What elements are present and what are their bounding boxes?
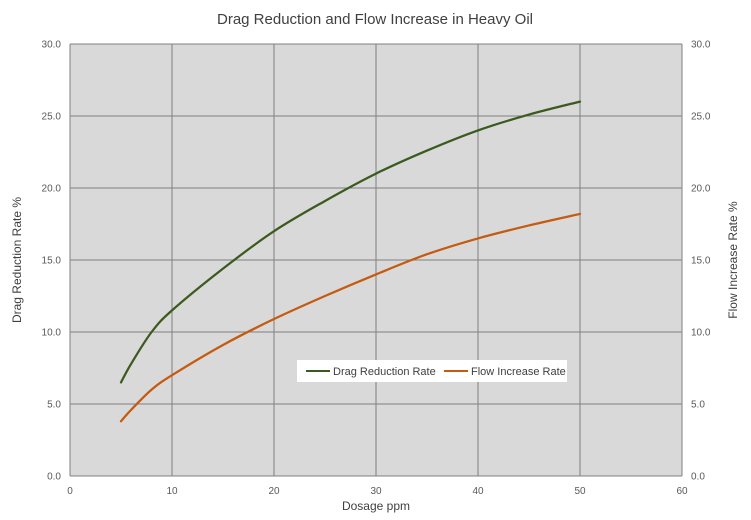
legend-background <box>297 360 567 382</box>
x-tick-label: 40 <box>472 486 484 497</box>
series-layer <box>119 100 582 423</box>
ticks-layer: 0 10 20 30 40 50 600.05.010.015.020.025.030.00… <box>42 40 711 498</box>
legend-label-flow-increase: Flow Increase Rate <box>471 366 566 378</box>
y2-tick-label: 30.0 <box>691 40 711 51</box>
y-tick-label: 30.0 <box>42 40 62 51</box>
x-tick-label: 10 <box>166 486 178 497</box>
y-tick-label: 20.0 <box>42 184 62 195</box>
gridlines <box>69 43 683 477</box>
y-tick-label: 25.0 <box>42 112 62 123</box>
y-tick-label: 15.0 <box>42 256 62 267</box>
y2-tick-label: 25.0 <box>691 112 711 123</box>
y2-tick-label: 20.0 <box>691 184 711 195</box>
x-tick-label: 50 <box>574 486 586 497</box>
y-tick-label: 0.0 <box>47 472 61 483</box>
x-tick-label: 60 <box>676 486 688 497</box>
y2-tick-label: 0.0 <box>691 472 705 483</box>
series-line-flow-increase-rate <box>119 212 582 423</box>
series-line-drag-reduction-rate <box>119 100 582 384</box>
y-tick-label: 10.0 <box>42 328 62 339</box>
x-tick-label: 0 <box>67 486 73 497</box>
legend: Drag Reduction Rate Flow Increase Rate <box>297 360 567 382</box>
y2-tick-label: 15.0 <box>691 256 711 267</box>
chart-title: Drag Reduction and Flow Increase in Heav… <box>217 11 533 28</box>
x-tick-label: 30 <box>370 486 382 497</box>
y2-tick-label: 10.0 <box>691 328 711 339</box>
y2-axis-label: Flow Increase Rate % <box>726 201 740 319</box>
legend-label-drag-reduction: Drag Reduction Rate <box>333 366 436 378</box>
y-axis-label: Drag Reduction Rate % <box>10 197 24 323</box>
x-tick-label: 20 <box>268 486 280 497</box>
y2-tick-label: 5.0 <box>691 400 705 411</box>
y-tick-label: 5.0 <box>47 400 61 411</box>
x-axis-label: Dosage ppm <box>342 499 410 513</box>
